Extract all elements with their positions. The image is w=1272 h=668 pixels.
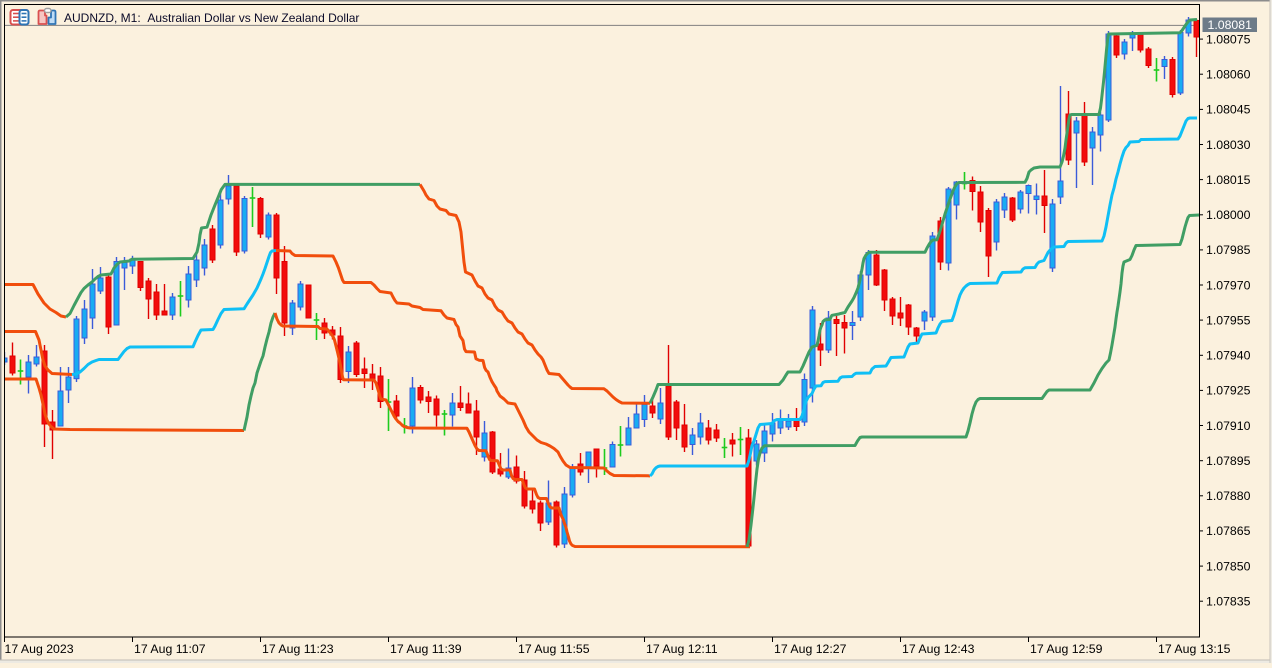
svg-text:1.07940: 1.07940 <box>1206 349 1251 363</box>
svg-text:1.07835: 1.07835 <box>1206 595 1251 609</box>
svg-text:17 Aug 2023: 17 Aug 2023 <box>5 642 74 656</box>
svg-text:1.07850: 1.07850 <box>1206 559 1251 573</box>
svg-text:17 Aug 12:27: 17 Aug 12:27 <box>774 642 847 656</box>
svg-text:AUDNZD, M1: Australian Dollar: AUDNZD, M1: Australian Dollar vs New Zea… <box>64 11 359 25</box>
svg-text:1.08060: 1.08060 <box>1206 68 1251 82</box>
svg-text:1.07925: 1.07925 <box>1206 384 1251 398</box>
svg-text:1.07910: 1.07910 <box>1206 419 1251 433</box>
svg-text:1.07955: 1.07955 <box>1206 313 1251 327</box>
svg-text:17 Aug 12:59: 17 Aug 12:59 <box>1030 642 1103 656</box>
svg-text:17 Aug 13:15: 17 Aug 13:15 <box>1158 642 1231 656</box>
svg-text:1.08015: 1.08015 <box>1206 173 1251 187</box>
svg-text:1.08081: 1.08081 <box>1208 18 1253 32</box>
svg-text:17 Aug 11:39: 17 Aug 11:39 <box>390 642 462 656</box>
svg-text:17 Aug 11:23: 17 Aug 11:23 <box>262 642 334 656</box>
svg-text:1.07985: 1.07985 <box>1206 243 1251 257</box>
svg-text:1.08045: 1.08045 <box>1206 103 1251 117</box>
svg-text:17 Aug 12:11: 17 Aug 12:11 <box>646 642 718 656</box>
svg-text:1.07895: 1.07895 <box>1206 454 1251 468</box>
svg-text:1.07970: 1.07970 <box>1206 278 1251 292</box>
svg-text:1.08030: 1.08030 <box>1206 138 1251 152</box>
svg-text:1.07880: 1.07880 <box>1206 489 1251 503</box>
svg-text:1.08075: 1.08075 <box>1206 32 1251 46</box>
svg-text:17 Aug 11:55: 17 Aug 11:55 <box>518 642 590 656</box>
svg-text:1.07865: 1.07865 <box>1206 524 1251 538</box>
svg-text:17 Aug 12:43: 17 Aug 12:43 <box>902 642 975 656</box>
svg-text:1.08000: 1.08000 <box>1206 208 1251 222</box>
svg-text:17 Aug 11:07: 17 Aug 11:07 <box>134 642 206 656</box>
